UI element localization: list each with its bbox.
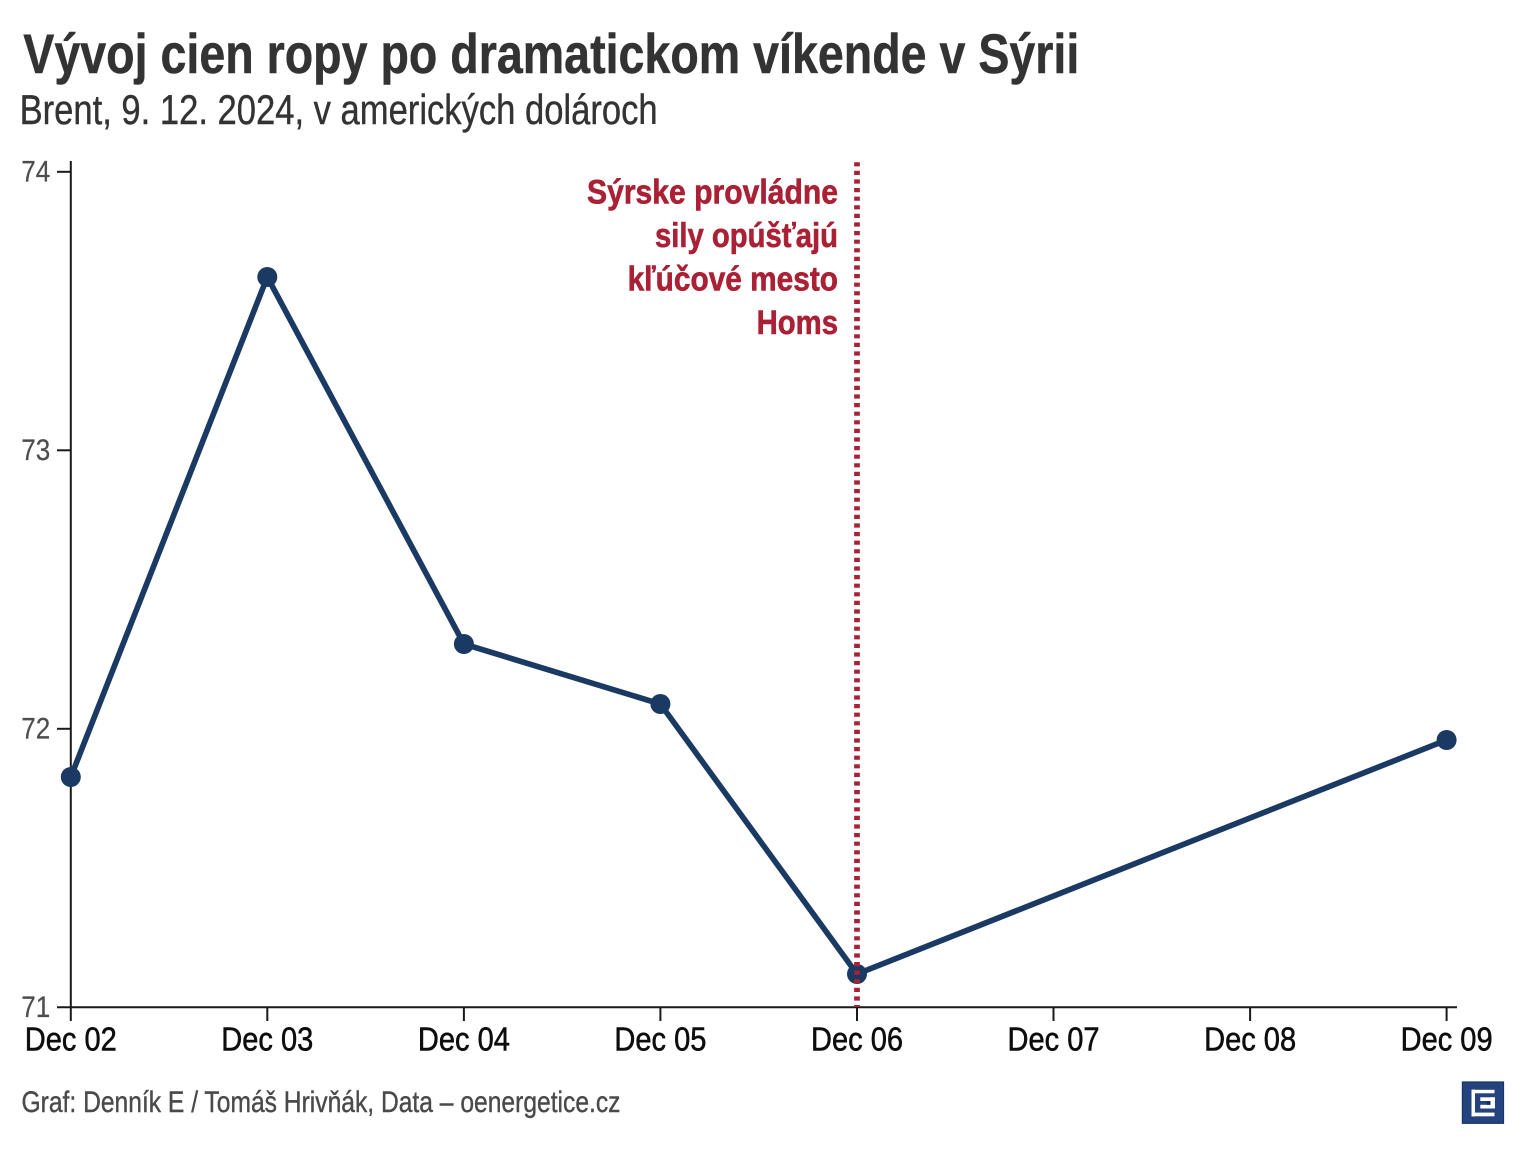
svg-text:sily opúšťajú: sily opúšťajú [655,217,838,255]
svg-text:Dec 04: Dec 04 [418,1021,510,1058]
svg-text:Vývoj cien ropy po dramatickom: Vývoj cien ropy po dramatickom víkende v… [23,23,1079,85]
svg-text:74: 74 [21,155,50,188]
svg-text:72: 72 [21,712,50,745]
svg-text:Sýrske provládne: Sýrske provládne [587,174,838,212]
svg-text:Dec 08: Dec 08 [1204,1021,1296,1058]
svg-text:73: 73 [21,434,50,467]
svg-text:Homs: Homs [757,304,838,342]
svg-text:Dec 05: Dec 05 [614,1021,706,1058]
svg-text:Dec 07: Dec 07 [1008,1021,1100,1058]
svg-text:Dec 02: Dec 02 [25,1021,117,1058]
svg-text:Brent, 9. 12. 2024, v americký: Brent, 9. 12. 2024, v amerických dolároc… [20,86,658,133]
svg-text:kľúčové mesto: kľúčové mesto [628,261,838,299]
svg-text:Dec 09: Dec 09 [1401,1021,1493,1058]
svg-text:Dec 06: Dec 06 [811,1021,903,1058]
svg-text:Dec 03: Dec 03 [221,1021,313,1058]
svg-text:71: 71 [21,991,50,1024]
svg-text:Graf: Denník E / Tomáš Hrivňák: Graf: Denník E / Tomáš Hrivňák, Data – o… [22,1086,621,1119]
